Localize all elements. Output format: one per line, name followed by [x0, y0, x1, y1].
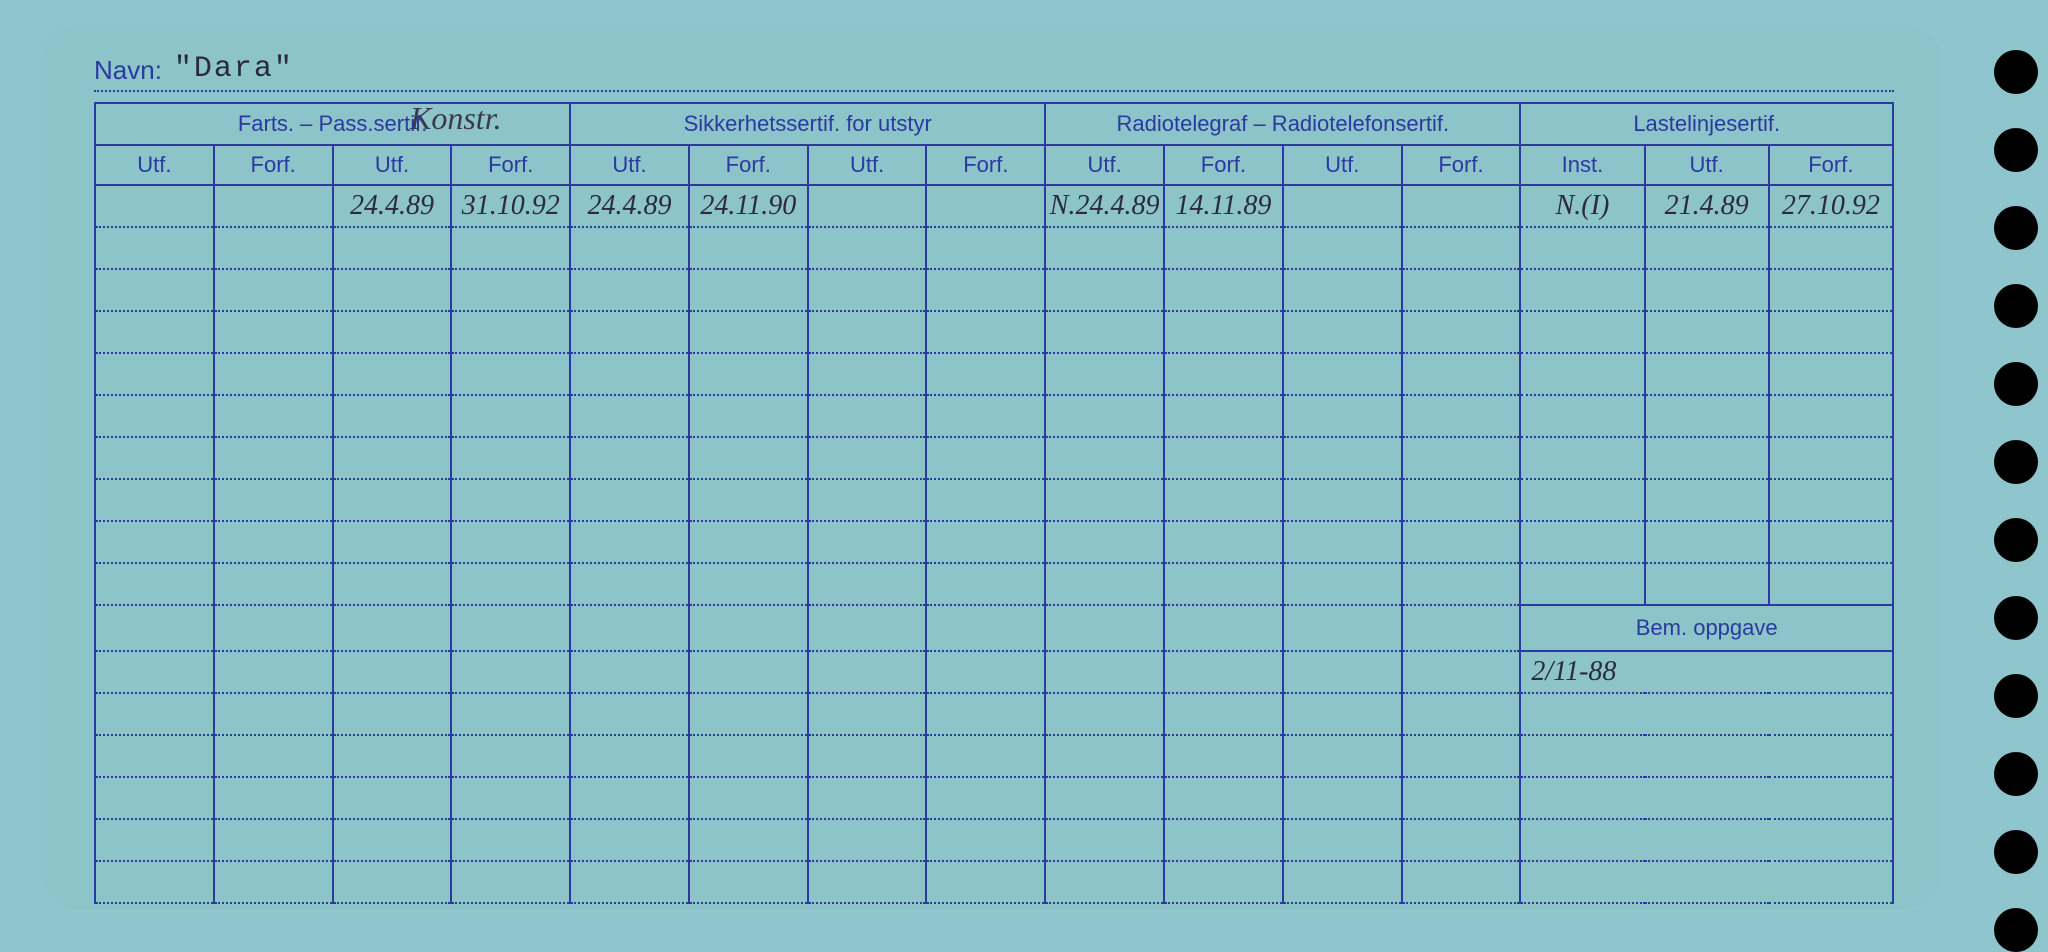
group-header: Lastelinjesertif.: [1520, 103, 1893, 145]
cell: [214, 185, 333, 227]
cell: 27.10.92: [1769, 185, 1893, 227]
blank-row: [95, 861, 1893, 903]
hole-icon: [1994, 128, 2038, 172]
blank-row: [95, 269, 1893, 311]
col-header: Forf.: [1164, 145, 1283, 185]
blank-row: [95, 819, 1893, 861]
hole-icon: [1994, 674, 2038, 718]
navn-label: Navn:: [94, 55, 162, 86]
blank-row: [95, 563, 1893, 605]
blank-row: [95, 479, 1893, 521]
col-header: Utf.: [1645, 145, 1769, 185]
col-header: Forf.: [689, 145, 808, 185]
cell: 24.4.89: [333, 185, 452, 227]
data-row: 24.4.89 31.10.92 24.4.89 24.11.90 N.24.4…: [95, 185, 1893, 227]
cell: 14.11.89: [1164, 185, 1283, 227]
group-header: Radiotelegraf – Radiotelefonsertif.: [1045, 103, 1520, 145]
cell: 21.4.89: [1645, 185, 1769, 227]
bem-value-row: 2/11-88: [95, 651, 1893, 693]
blank-row: [95, 735, 1893, 777]
col-header: Utf.: [1045, 145, 1164, 185]
hole-icon: [1994, 284, 2038, 328]
col-header: Utf.: [570, 145, 689, 185]
navn-row: Navn: "Dara": [94, 52, 1894, 92]
cell: 24.11.90: [689, 185, 808, 227]
cell: [95, 185, 214, 227]
col-header: Forf.: [451, 145, 570, 185]
certificate-table: Farts. – Pass.sertif. Sikkerhetssertif. …: [94, 102, 1894, 904]
hole-icon: [1994, 830, 2038, 874]
hole-icon: [1994, 596, 2038, 640]
col-header: Utf.: [333, 145, 452, 185]
bem-label: Bem. oppgave: [1520, 605, 1893, 651]
hole-icon: [1994, 206, 2038, 250]
bem-header-row: Bem. oppgave: [95, 605, 1893, 651]
blank-row: [95, 353, 1893, 395]
hole-icon: [1994, 908, 2038, 952]
col-header: Inst.: [1520, 145, 1644, 185]
cell: [926, 185, 1045, 227]
blank-row: [95, 311, 1893, 353]
cell: [1283, 185, 1402, 227]
blank-row: [95, 437, 1893, 479]
group-header: Sikkerhetssertif. for utstyr: [570, 103, 1045, 145]
col-header: Forf.: [926, 145, 1045, 185]
navn-value: "Dara": [174, 52, 294, 86]
bem-value: 2/11-88: [1520, 651, 1893, 693]
hole-icon: [1994, 50, 2038, 94]
cell: [808, 185, 927, 227]
col-header: Utf.: [808, 145, 927, 185]
cell: [1402, 185, 1521, 227]
col-header: Forf.: [1769, 145, 1893, 185]
cell: 31.10.92: [451, 185, 570, 227]
blank-row: [95, 777, 1893, 819]
blank-row: [95, 395, 1893, 437]
cell: 24.4.89: [570, 185, 689, 227]
hole-icon: [1994, 518, 2038, 562]
blank-row: [95, 521, 1893, 563]
hole-icon: [1994, 362, 2038, 406]
index-card: Navn: "Dara" Konstr. Farts. – Pass.serti…: [40, 24, 1942, 909]
cell: N.(I): [1520, 185, 1644, 227]
cell: N.24.4.89: [1045, 185, 1164, 227]
col-header: Forf.: [1402, 145, 1521, 185]
group-header: Farts. – Pass.sertif.: [95, 103, 570, 145]
blank-row: [95, 693, 1893, 735]
blank-row: [95, 227, 1893, 269]
hole-icon: [1994, 440, 2038, 484]
hole-icon: [1994, 752, 2038, 796]
group-header-row: Farts. – Pass.sertif. Sikkerhetssertif. …: [95, 103, 1893, 145]
col-header: Utf.: [1283, 145, 1402, 185]
col-header: Forf.: [214, 145, 333, 185]
binder-holes: [1994, 50, 2038, 952]
col-header: Utf.: [95, 145, 214, 185]
sub-header-row: Utf. Forf. Utf. Forf. Utf. Forf. Utf. Fo…: [95, 145, 1893, 185]
